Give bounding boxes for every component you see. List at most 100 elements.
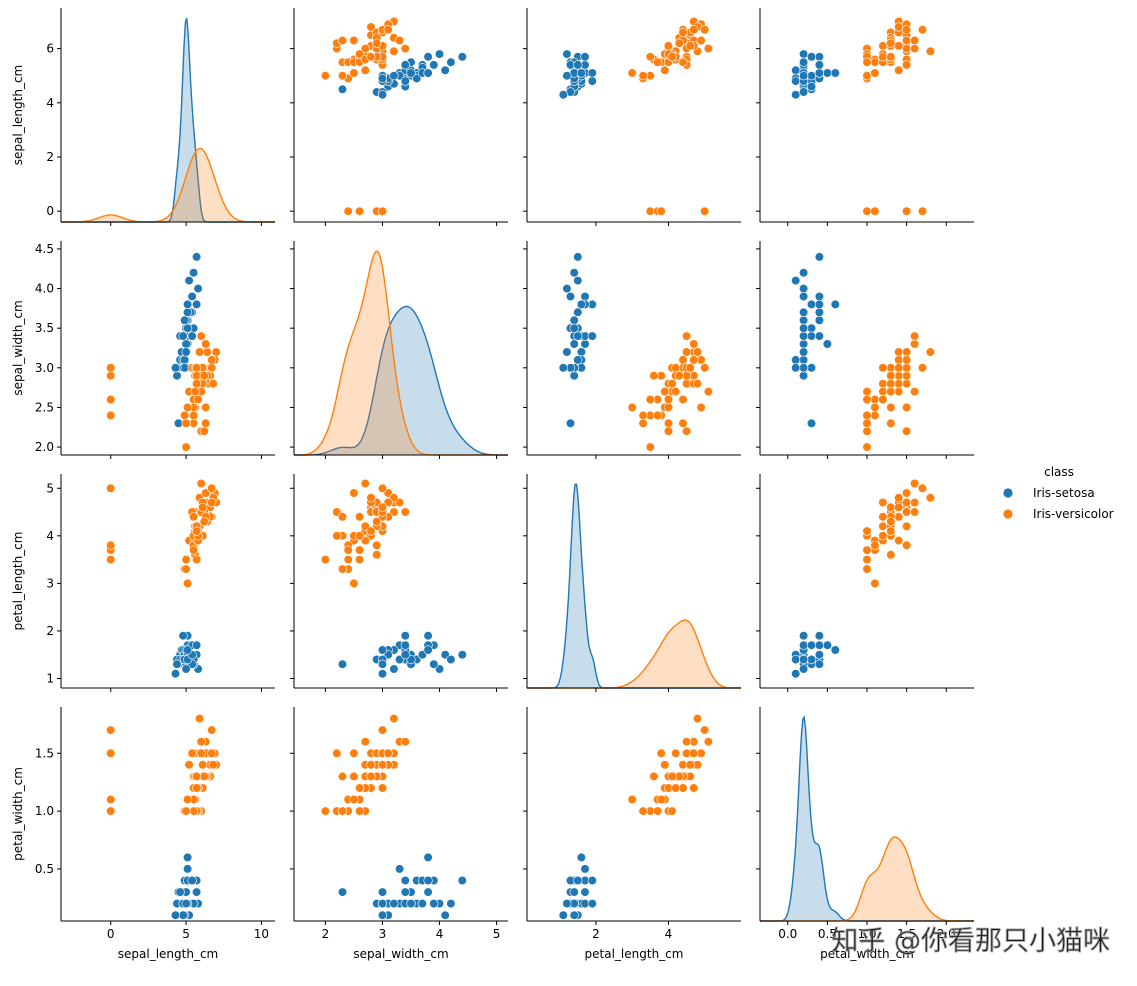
point-iris-versicolor (181, 442, 191, 452)
point-iris-setosa (573, 355, 583, 365)
point-iris-versicolor (886, 402, 896, 413)
point-iris-versicolor (208, 760, 218, 770)
point-iris-setosa (400, 875, 410, 886)
point-iris-versicolor (355, 49, 365, 59)
point-iris-setosa (400, 887, 410, 897)
point-iris-setosa (193, 284, 203, 294)
point-iris-versicolor (192, 554, 202, 565)
point-iris-versicolor (372, 516, 382, 527)
point-iris-versicolor (685, 41, 695, 51)
point-iris-setosa (400, 76, 410, 86)
point-iris-setosa (806, 640, 817, 650)
y-tick-label: 3.0 (35, 361, 54, 375)
point-iris-versicolor (862, 206, 872, 216)
panel-petal_length_cm-vs-petal_width_cm (756, 474, 974, 692)
y-tick-label: 4 (46, 96, 54, 110)
point-iris-setosa (446, 654, 456, 665)
point-iris-versicolor (389, 713, 399, 724)
panel-petal_width_cm-vs-sepal_length_cm: 0 5 10 0.5 1.0 1.5 sepal_length_cm petal_width_… (11, 707, 275, 961)
point-iris-versicolor (320, 71, 331, 81)
point-iris-setosa (798, 284, 809, 294)
point-iris-setosa (791, 654, 801, 665)
point-iris-versicolor (337, 35, 348, 46)
point-iris-versicolor (192, 783, 202, 793)
point-iris-versicolor (196, 748, 206, 758)
point-iris-versicolor (656, 748, 666, 758)
y-tick-label: 3.5 (35, 321, 54, 335)
point-iris-versicolor (894, 355, 904, 365)
point-iris-versicolor (886, 550, 896, 560)
point-iris-versicolor (181, 418, 191, 428)
point-iris-versicolor (106, 483, 116, 493)
point-iris-versicolor (685, 363, 695, 373)
point-iris-versicolor (901, 35, 912, 46)
point-iris-versicolor (207, 748, 217, 758)
x-tick-label: 1.0 (857, 927, 876, 941)
point-iris-versicolor (652, 806, 663, 816)
point-iris-setosa (178, 631, 188, 641)
point-iris-setosa (562, 347, 572, 357)
panel-sepal_width_cm-vs-petal_width_cm (756, 241, 974, 459)
point-iris-versicolor (360, 737, 370, 747)
point-iris-setosa (423, 887, 433, 897)
point-iris-versicolor (901, 25, 912, 35)
kde-fill-iris-versicolor (760, 837, 974, 921)
point-iris-versicolor (700, 363, 710, 373)
point-iris-versicolor (862, 526, 872, 536)
point-iris-versicolor (193, 394, 203, 405)
point-iris-versicolor (862, 554, 872, 565)
point-iris-setosa (798, 654, 809, 665)
point-iris-versicolor (870, 206, 880, 216)
point-iris-versicolor (878, 394, 888, 405)
point-iris-versicolor (925, 493, 936, 503)
point-iris-versicolor (337, 806, 348, 816)
kde-fill-iris-setosa (527, 484, 741, 688)
point-iris-setosa (798, 307, 809, 317)
point-iris-setosa (172, 371, 182, 381)
point-iris-setosa (576, 299, 587, 310)
point-iris-versicolor (201, 418, 211, 428)
point-iris-setosa (181, 339, 191, 349)
y-axis-label: petal_width_cm (11, 767, 25, 861)
point-iris-setosa (562, 71, 572, 81)
point-iris-setosa (806, 81, 817, 92)
point-iris-versicolor (886, 363, 896, 373)
point-iris-versicolor (189, 545, 199, 555)
point-iris-setosa (573, 276, 583, 286)
point-iris-versicolor (878, 387, 888, 397)
point-iris-versicolor (925, 46, 936, 56)
point-iris-versicolor (106, 540, 116, 550)
point-iris-versicolor (106, 794, 116, 805)
point-iris-setosa (170, 669, 181, 679)
point-iris-versicolor (638, 418, 648, 428)
point-iris-versicolor (366, 493, 376, 503)
point-iris-versicolor (320, 806, 331, 816)
point-iris-versicolor (901, 206, 912, 216)
point-iris-versicolor (181, 554, 191, 565)
x-tick-label: 0 (107, 927, 115, 941)
point-iris-versicolor (208, 379, 218, 389)
point-iris-versicolor (181, 564, 191, 574)
point-iris-versicolor (106, 806, 116, 816)
point-iris-versicolor (862, 442, 872, 452)
point-iris-versicolor (700, 206, 710, 216)
y-tick-label: 5 (46, 481, 54, 495)
point-iris-versicolor (894, 363, 904, 373)
x-tick-label: 2 (322, 927, 330, 941)
point-iris-versicolor (627, 68, 637, 78)
pairplot-panels: 0 2 4 6 sepal_length_cm 2.0 2.5 3.0 3.5 4.0 4.5 sep… (11, 8, 974, 961)
point-iris-versicolor (663, 402, 674, 413)
point-iris-versicolor (901, 355, 912, 365)
point-iris-versicolor (201, 402, 211, 413)
point-iris-versicolor (894, 65, 904, 75)
point-iris-versicolor (366, 526, 376, 536)
point-iris-versicolor (383, 748, 393, 758)
point-iris-versicolor (106, 554, 116, 565)
panel-sepal_width_cm-vs-sepal_length_cm: 2.0 2.5 3.0 3.5 4.0 4.5 sepal_width_cm (11, 241, 275, 459)
point-iris-setosa (798, 355, 809, 365)
y-tick-label: 2.0 (35, 440, 54, 454)
point-iris-versicolor (383, 25, 393, 35)
point-iris-setosa (576, 68, 587, 78)
point-iris-setosa (798, 631, 809, 641)
point-iris-versicolor (400, 43, 410, 54)
